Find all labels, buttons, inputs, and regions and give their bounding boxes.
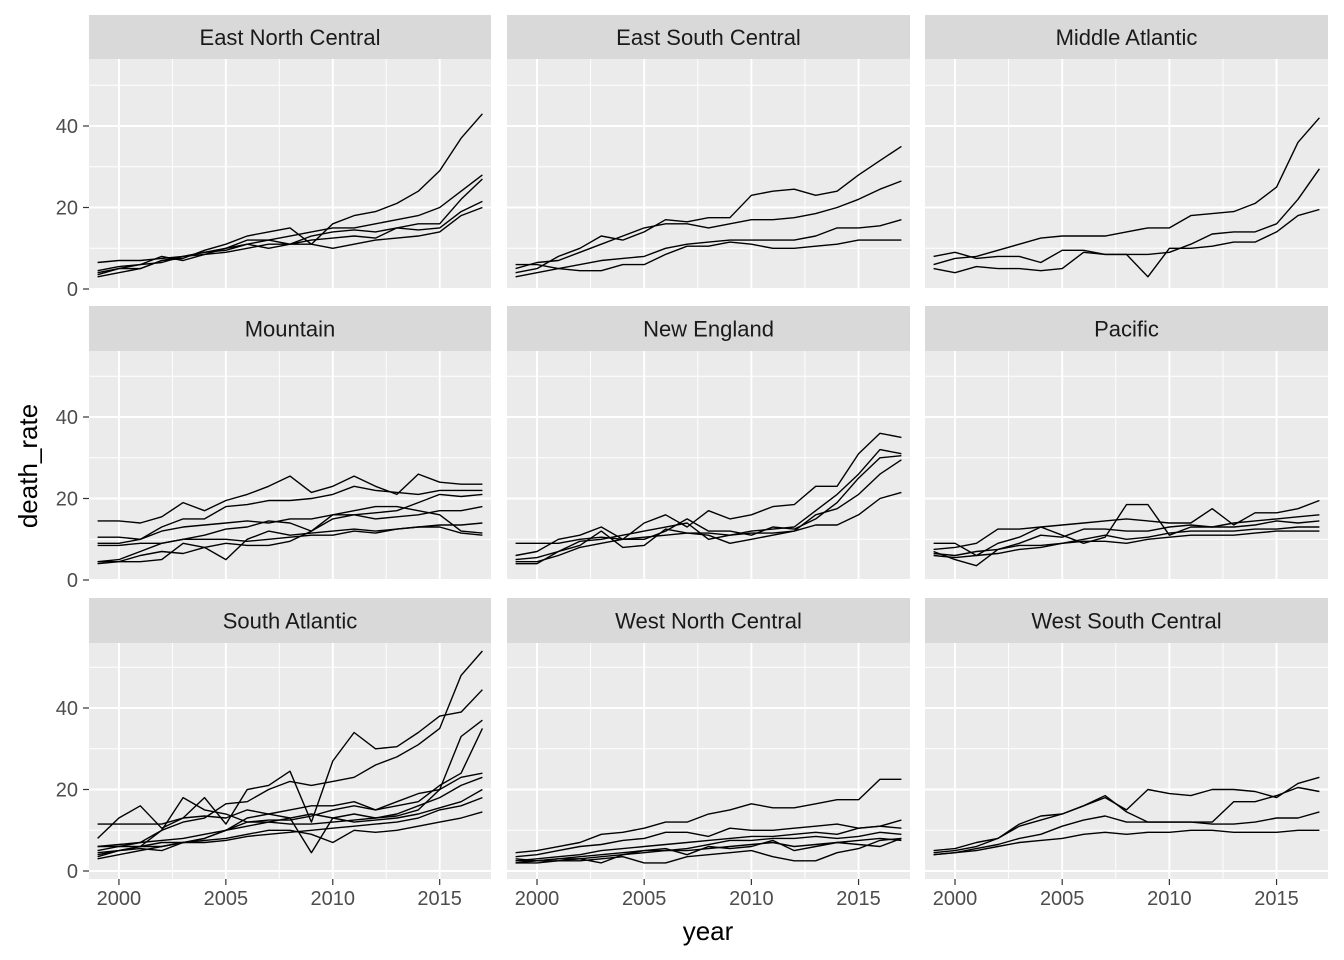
series-line <box>515 219 902 278</box>
series-line <box>515 180 902 270</box>
facet-panel: East South Central <box>507 15 910 290</box>
facet-title: South Atlantic <box>223 609 358 634</box>
facet-strip <box>925 598 1328 643</box>
facet-strip <box>925 15 1328 59</box>
series-line <box>515 837 902 864</box>
facet-title: Mountain <box>245 317 336 342</box>
panel-background <box>89 351 491 580</box>
facet-strip <box>89 598 491 643</box>
facet-panel: West North Central 2000 2005 2010 2015 <box>507 598 910 910</box>
series-line <box>515 455 902 563</box>
x-tick-label: 2010 <box>311 888 356 910</box>
x-tick-label: 2000 <box>97 888 142 910</box>
series-line <box>97 485 483 540</box>
series-line <box>515 448 902 561</box>
y-tick-label: 0 <box>67 570 78 592</box>
panel-background <box>925 59 1328 289</box>
facet-title: West North Central <box>615 609 802 634</box>
facet-title: West South Central <box>1031 609 1221 634</box>
series-line <box>515 459 902 565</box>
y-tick-label: 40 <box>56 407 78 429</box>
series-line <box>515 145 902 274</box>
facet-panel: South Atlantic 0 20 40 2000 2005 2010 2015 <box>56 598 491 910</box>
series-line <box>97 728 484 856</box>
series-line <box>97 776 483 848</box>
x-tick-label: 2005 <box>204 888 249 910</box>
facet-title: New England <box>643 317 774 342</box>
series-line <box>933 811 1320 856</box>
panel-background <box>507 59 910 289</box>
panel-background <box>507 351 910 580</box>
series-line <box>97 505 483 563</box>
facet-title: Pacific <box>1094 317 1159 342</box>
x-tick-label: 2015 <box>836 888 881 910</box>
series-line <box>97 788 483 858</box>
series-line <box>933 526 1320 559</box>
x-tick-label: 2000 <box>515 888 560 910</box>
y-tick-label: 20 <box>56 489 78 511</box>
y-axis-title: death_rate <box>13 404 43 528</box>
series-line <box>933 499 1320 551</box>
facet-strip <box>507 598 910 643</box>
y-tick-label: 0 <box>67 279 78 301</box>
y-tick-label: 20 <box>56 780 78 802</box>
panel-background <box>89 643 491 879</box>
x-axis-title: year <box>683 916 734 946</box>
series-line <box>515 825 902 862</box>
facet-strip <box>507 306 910 351</box>
facet-strip <box>89 306 491 351</box>
series-line <box>933 117 1320 266</box>
series-line <box>933 503 1320 557</box>
x-tick-label: 2015 <box>1254 888 1299 910</box>
series-line <box>97 526 483 547</box>
y-tick-label: 20 <box>56 198 78 220</box>
series-line <box>515 819 902 858</box>
series-line <box>933 208 1320 278</box>
x-tick-label: 2000 <box>933 888 978 910</box>
panel-background <box>507 643 910 879</box>
series-line <box>97 174 483 274</box>
panel-background <box>925 351 1328 580</box>
x-tick-label: 2010 <box>1147 888 1192 910</box>
facet-strip <box>507 15 910 59</box>
facet-strip <box>925 306 1328 351</box>
series-line <box>97 811 483 860</box>
facet-panel: Pacific <box>925 306 1328 581</box>
series-line <box>97 206 483 264</box>
facet-title: East North Central <box>200 25 381 50</box>
facet-panel: West South Central 2000 2005 2010 2015 <box>925 598 1328 910</box>
facet-panel: New England <box>507 306 910 581</box>
panels-layer: East North Central 0 20 40 East South Centra… <box>56 15 1328 910</box>
series-line <box>933 530 1320 557</box>
series-line <box>933 829 1320 856</box>
series-line <box>515 491 902 544</box>
panel-background <box>89 59 491 289</box>
facet-title: East South Central <box>616 25 801 50</box>
y-tick-label: 40 <box>56 116 78 138</box>
facet-strip <box>89 15 491 59</box>
series-line <box>933 786 1320 852</box>
series-line <box>515 837 902 864</box>
series-line <box>515 831 902 862</box>
series-line <box>97 689 483 839</box>
series-line <box>97 473 483 524</box>
facet-title: Middle Atlantic <box>1056 25 1198 50</box>
series-line <box>515 432 902 557</box>
series-line <box>515 778 902 854</box>
x-tick-label: 2015 <box>417 888 462 910</box>
y-tick-label: 0 <box>67 861 78 883</box>
series-line <box>97 505 483 544</box>
x-tick-label: 2010 <box>729 888 774 910</box>
x-tick-label: 2005 <box>1040 888 1085 910</box>
facet-panel: East North Central 0 20 40 <box>56 15 491 301</box>
series-line <box>515 239 902 272</box>
series-line <box>97 772 483 852</box>
facet-panel: Middle Atlantic <box>925 15 1328 290</box>
y-tick-label: 40 <box>56 698 78 720</box>
x-tick-label: 2005 <box>622 888 667 910</box>
facet-panel: Mountain 0 20 40 <box>56 306 491 592</box>
